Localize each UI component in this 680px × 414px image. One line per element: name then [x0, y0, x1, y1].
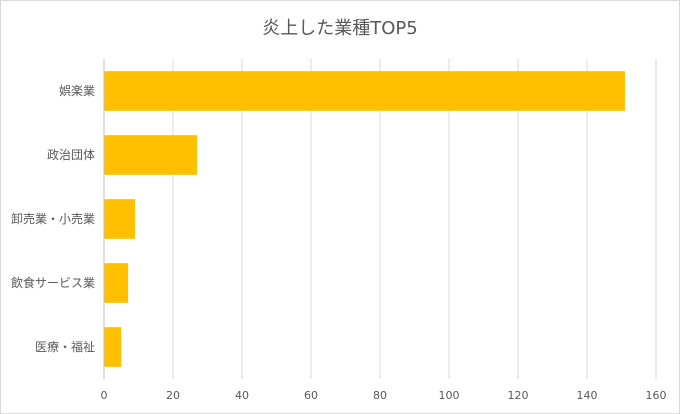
x-tick-label: 100 — [439, 389, 460, 402]
x-tick-label: 140 — [577, 389, 598, 402]
bars — [104, 71, 625, 367]
bar — [104, 135, 198, 175]
category-label: 卸売業・小売業 — [11, 211, 95, 226]
x-tick-label: 120 — [508, 389, 529, 402]
category-label: 医療・福祉 — [35, 339, 95, 354]
category-label: 飲食サービス業 — [11, 275, 95, 290]
x-tick-label: 60 — [304, 389, 318, 402]
x-tick-label: 0 — [101, 389, 108, 402]
x-tick-label: 160 — [646, 389, 667, 402]
bar — [104, 199, 136, 239]
chart-title: 炎上した業種TOP5 — [262, 18, 417, 39]
bar — [104, 327, 122, 367]
bar — [104, 71, 625, 111]
x-tick-labels: 0 20 40 60 80 100 120 140 160 — [101, 389, 667, 402]
bar — [104, 263, 129, 303]
category-label: 娯楽業 — [59, 84, 95, 98]
category-label: 政治団体 — [47, 148, 95, 162]
x-tick-label: 40 — [235, 389, 249, 402]
x-tick-label: 20 — [166, 389, 180, 402]
x-tick-label: 80 — [373, 389, 387, 402]
gridlines — [172, 59, 657, 379]
